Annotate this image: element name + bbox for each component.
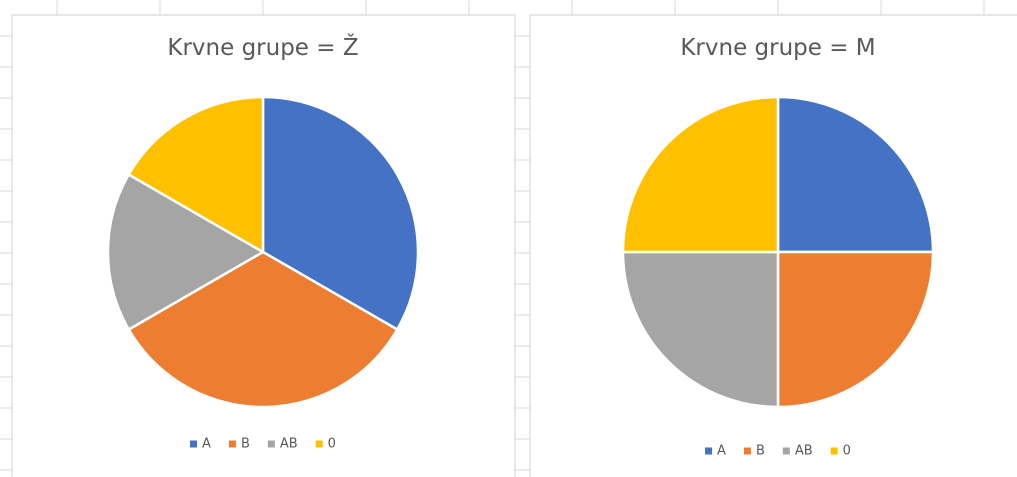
legend-swatch xyxy=(267,440,275,448)
chart-title: Krvne grupe = Ž xyxy=(167,33,358,61)
legend-label: 0 xyxy=(328,437,336,452)
pie-slice xyxy=(621,250,780,409)
pie-slice xyxy=(776,95,935,254)
pie-slice xyxy=(127,95,265,255)
pie-slice xyxy=(776,250,935,409)
legend-swatch xyxy=(743,447,751,455)
legend-swatch xyxy=(830,447,838,455)
chart-title: Krvne grupe = M xyxy=(680,35,875,61)
pie-slice xyxy=(106,172,266,332)
legend-label: A xyxy=(717,444,726,459)
pie-slice xyxy=(261,95,420,332)
legend-swatch xyxy=(315,440,323,448)
legend-label: B xyxy=(241,437,250,452)
legend-label: 0 xyxy=(843,444,851,459)
legend-swatch xyxy=(782,447,790,455)
legend-swatch xyxy=(228,440,236,448)
legend-label: AB xyxy=(795,444,813,459)
legend-label: A xyxy=(202,437,211,452)
pie-slice xyxy=(621,95,780,254)
legend-swatch xyxy=(190,440,198,448)
legend-label: B xyxy=(756,444,765,459)
legend-label: AB xyxy=(280,437,298,452)
legend-swatch xyxy=(705,447,713,455)
